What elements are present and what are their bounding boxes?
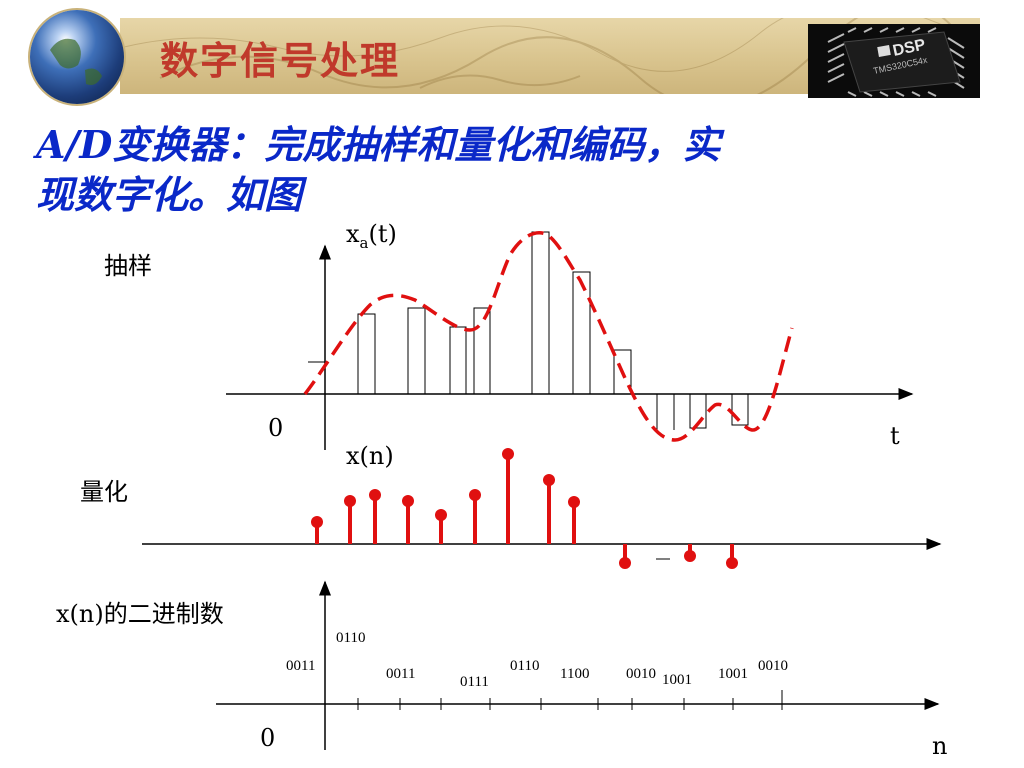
- quantized-stems: [315, 454, 734, 563]
- t-axis-label: t: [890, 422, 900, 450]
- n-axis-label: n: [932, 732, 948, 760]
- header-banner: 数字信号处理 DSP TMS320C54x: [0, 0, 1024, 104]
- quantized-points: [311, 448, 738, 569]
- sampling-label: 抽样: [104, 252, 152, 280]
- code-label: 0011: [386, 666, 416, 682]
- origin-top-label: 0: [268, 414, 284, 442]
- code-label: 0110: [336, 630, 366, 646]
- code-label: 1001: [718, 666, 748, 682]
- banner-map-decoration: [120, 18, 980, 94]
- ti-logo-icon: [877, 45, 891, 57]
- binary-label: x(n)的二进制数: [56, 600, 224, 628]
- chip-dsp-text: DSP: [891, 36, 927, 60]
- xa-main: x: [346, 220, 360, 248]
- heading-line-2: 现数字化。如图: [36, 172, 303, 217]
- code-label: 0010: [626, 666, 656, 682]
- code-label: 1100: [560, 666, 590, 682]
- heading-line-1: A/D变换器：完成抽样和量化和编码，实: [36, 122, 721, 167]
- code-label: 0110: [510, 658, 540, 674]
- section-heading: A/D变换器：完成抽样和量化和编码，实 现数字化。如图: [36, 120, 896, 220]
- code-label: 0011: [286, 658, 316, 674]
- binary-ticks: [357, 690, 783, 710]
- dsp-chip-image: DSP TMS320C54x: [808, 24, 980, 98]
- page-title: 数字信号处理: [160, 38, 401, 83]
- xa-tail: (t): [368, 220, 397, 248]
- analog-signal-curve: [303, 231, 794, 442]
- origin-bottom-label: 0: [260, 724, 276, 752]
- code-label: 0111: [460, 674, 489, 690]
- quantization-label: 量化: [80, 478, 128, 506]
- xn-axis-label: x(n): [346, 442, 394, 470]
- globe-land-icon: [50, 38, 102, 85]
- sample-hold-steps: [308, 231, 749, 430]
- code-label: 1001: [662, 672, 692, 688]
- xa-axis-label: xa(t): [346, 220, 397, 252]
- code-label: 0010: [758, 658, 788, 674]
- xa-sub: a: [359, 233, 369, 252]
